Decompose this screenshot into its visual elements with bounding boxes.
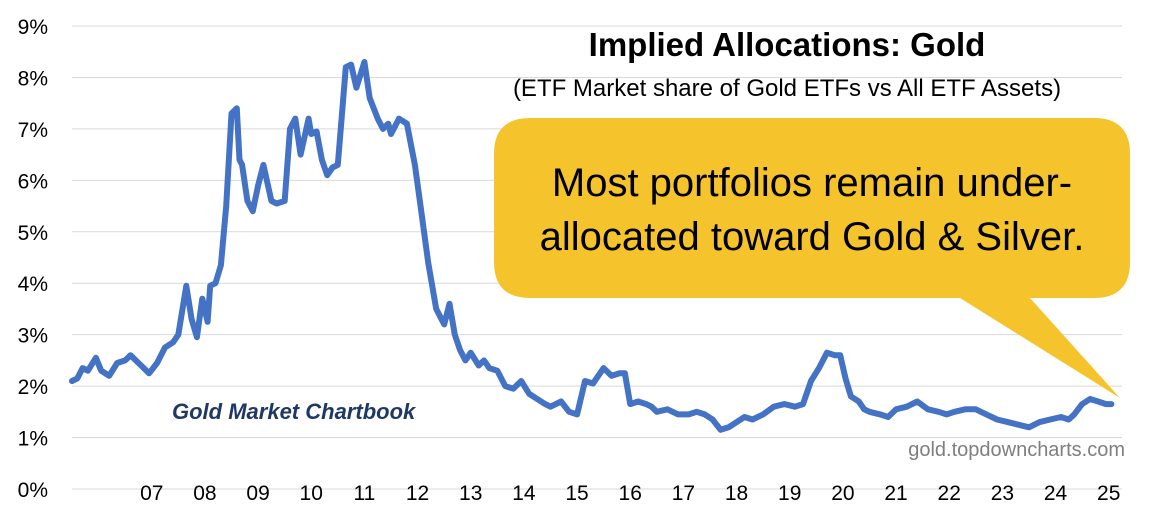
x-tick-label: 14 — [512, 482, 536, 505]
series-line — [69, 59, 1115, 433]
x-tick-label: 09 — [246, 482, 269, 505]
x-tick-label: 20 — [831, 482, 854, 505]
x-tick-label: 08 — [193, 482, 216, 505]
callout-shape — [494, 118, 1130, 398]
x-tick-label: 11 — [353, 482, 375, 505]
chart-title: Implied Allocations: Gold — [589, 26, 986, 63]
y-axis-ticks: 0% 1% 2% 3% 4% 5% 6% 7% 8% 9% — [18, 16, 48, 502]
y-tick-label: 4% — [18, 273, 48, 296]
x-tick-label: 15 — [565, 482, 588, 505]
y-tick-label: 9% — [18, 16, 48, 39]
x-tick-label: 16 — [619, 482, 642, 505]
x-tick-label: 19 — [778, 482, 801, 505]
y-tick-label: 7% — [18, 119, 48, 142]
x-tick-label: 21 — [884, 482, 907, 505]
y-tick-label: 1% — [18, 428, 48, 451]
y-tick-label: 8% — [18, 67, 48, 90]
callout-bubble: Most portfolios remain under- allocated … — [494, 118, 1130, 398]
x-tick-label: 23 — [991, 482, 1014, 505]
x-tick-label: 12 — [406, 482, 429, 505]
x-tick-label: 25 — [1097, 482, 1120, 505]
chart-subtitle: (ETF Market share of Gold ETFs vs All ET… — [513, 75, 1061, 102]
x-tick-label: 13 — [459, 482, 482, 505]
x-tick-label: 07 — [140, 482, 163, 505]
source-label: gold.topdowncharts.com — [908, 439, 1125, 461]
x-tick-label: 24 — [1044, 482, 1068, 505]
x-tick-label: 22 — [938, 482, 961, 505]
x-tick-label: 10 — [300, 482, 323, 505]
chartbook-label: Gold Market Chartbook — [172, 399, 417, 424]
y-tick-label: 2% — [18, 376, 48, 399]
x-tick-label: 18 — [725, 482, 748, 505]
x-tick-label: 17 — [672, 482, 695, 505]
callout-line-1: Most portfolios remain under- — [552, 161, 1072, 205]
x-axis-ticks: 07 08 09 10 11 12 13 14 15 16 17 18 19 20 21 22 23 24 25 — [140, 482, 1120, 505]
y-tick-label: 0% — [18, 479, 48, 502]
callout-line-2: allocated toward Gold & Silver. — [540, 215, 1085, 259]
y-tick-label: 3% — [18, 325, 48, 348]
y-tick-label: 6% — [18, 170, 48, 193]
y-tick-label: 5% — [18, 222, 48, 245]
